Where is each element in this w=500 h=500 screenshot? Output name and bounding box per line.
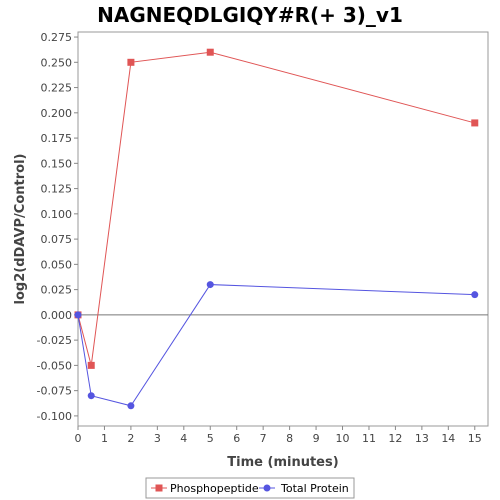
x-tick-label: 0	[75, 432, 82, 445]
y-tick-label: 0.275	[41, 31, 73, 44]
chart-title: NAGNEQDLGIQY#R(+ 3)_v1	[97, 3, 403, 27]
y-axis: -0.100 -0.075 -0.050 -0.025 0.000 0.025 0.050 0…	[37, 31, 78, 423]
legend-box	[145, 477, 355, 499]
y-tick-label: -0.075	[37, 385, 72, 398]
legend-label-total-protein: Total Protein	[280, 482, 349, 495]
data-point	[74, 311, 82, 319]
y-tick-label: -0.050	[37, 359, 72, 372]
plot-area	[77, 31, 489, 427]
x-tick-label: 9	[313, 432, 320, 445]
y-tick-label: 0.000	[41, 309, 73, 322]
x-tick-label: 1	[101, 432, 108, 445]
y-tick-label: -0.100	[37, 410, 72, 423]
data-point	[87, 361, 95, 369]
data-point	[127, 402, 135, 410]
legend-marker-phosphopeptide	[155, 484, 163, 492]
x-tick-label: 2	[127, 432, 134, 445]
data-point	[206, 48, 214, 56]
x-tick-label: 10	[336, 432, 350, 445]
legend-marker-total-protein	[263, 484, 271, 492]
legend: Phosphopeptide Total Protein	[145, 477, 355, 499]
x-tick-label: 3	[154, 432, 161, 445]
y-tick-label: 0.100	[41, 208, 73, 221]
y-tick-label: 0.200	[41, 107, 73, 120]
y-tick-label: 0.150	[41, 157, 73, 170]
series-layer	[74, 48, 479, 410]
y-tick-label: 0.175	[41, 132, 73, 145]
x-axis: 0 1 2 3 4 5 6 7 8 9 10 11 12 13 14 15	[75, 426, 482, 445]
y-tick-label: 0.050	[41, 258, 73, 271]
y-tick-label: 0.025	[41, 284, 73, 297]
data-point	[127, 58, 135, 66]
x-tick-label: 12	[388, 432, 402, 445]
x-tick-label: 11	[362, 432, 376, 445]
y-tick-label: 0.125	[41, 183, 73, 196]
x-tick-label: 15	[468, 432, 482, 445]
x-tick-label: 14	[441, 432, 455, 445]
x-tick-label: 4	[180, 432, 187, 445]
x-axis-label: Time (minutes)	[227, 455, 338, 470]
y-tick-label: 0.075	[41, 233, 73, 246]
x-tick-label: 6	[233, 432, 240, 445]
legend-label-phosphopeptide: Phosphopeptide	[170, 482, 259, 495]
x-tick-label: 7	[260, 432, 267, 445]
data-point	[206, 281, 214, 289]
y-tick-label: 0.250	[41, 56, 73, 69]
y-tick-label: 0.225	[41, 82, 73, 95]
x-tick-label: 13	[415, 432, 429, 445]
data-point	[87, 392, 95, 400]
data-point	[471, 119, 479, 127]
x-tick-label: 8	[286, 432, 293, 445]
y-axis-label: log2(dDAVP/Control)	[13, 154, 28, 305]
series-total-protein	[74, 281, 479, 410]
data-point	[471, 291, 479, 299]
x-tick-label: 5	[207, 432, 214, 445]
y-tick-label: -0.025	[37, 334, 72, 347]
